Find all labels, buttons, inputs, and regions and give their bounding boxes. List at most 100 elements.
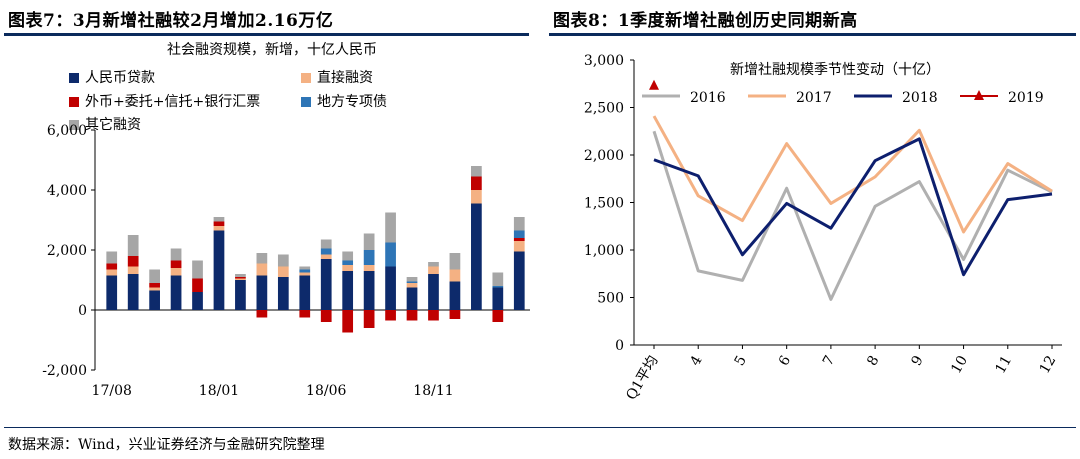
- bar-segment: [192, 292, 203, 310]
- bar-segment: [406, 310, 418, 321]
- bar-segment: [492, 310, 504, 322]
- right-y-tick-label: 3,000: [584, 53, 624, 69]
- series-line-2016: [652, 130, 1053, 301]
- bar-segment: [513, 238, 525, 241]
- bar-segment: [492, 287, 504, 310]
- bar-segment: [342, 265, 354, 271]
- bar-segment: [513, 217, 525, 231]
- bar-segment: [170, 248, 182, 261]
- legend-label-2017: 2017: [796, 90, 832, 106]
- bar-segment: [127, 235, 139, 256]
- bar-segment: [449, 281, 461, 310]
- bar-segment: [406, 277, 418, 282]
- left-x-tick-label: 18/01: [199, 383, 239, 399]
- bar-segment: [363, 265, 375, 271]
- bar-segment: [235, 277, 246, 279]
- bar-segment: [299, 266, 311, 270]
- bar-segment: [428, 266, 439, 274]
- left-figure-title: 图表7：3月新增社融较2月增加2.16万亿: [8, 11, 334, 31]
- bar-segment: [106, 269, 118, 276]
- bar-segment: [428, 274, 439, 310]
- left-plot-area: -2,000 0 2,000 4,000 6,000 17/08 18/01 18/06 18/…: [42, 123, 530, 399]
- legend-label-2018: 2018: [902, 90, 938, 106]
- right-y-tick-label: 0: [615, 338, 624, 354]
- right-x-tick-label: 9: [908, 353, 926, 369]
- bar-segment: [277, 277, 289, 310]
- bar-segment: [256, 275, 268, 310]
- right-figure-title: 图表8：1季度新增社融创历史同期新高: [553, 11, 858, 31]
- legend-swatch-direct-financing: [301, 73, 311, 83]
- bar-segment: [471, 190, 482, 204]
- bar-segment: [277, 266, 289, 277]
- bar-segment: [277, 254, 289, 267]
- right-x-tick-label: 4: [687, 353, 705, 369]
- bar-segment: [492, 272, 504, 286]
- bar-segment: [428, 262, 439, 267]
- bar-segment: [385, 242, 396, 267]
- bar-segment: [513, 230, 525, 238]
- bar-segment: [256, 263, 268, 276]
- left-legend: 人民币贷款 直接融资 外币+委托+信托+银行汇票 地方专项债 其它融资: [69, 69, 387, 133]
- bar-segment: [256, 310, 268, 318]
- bar-segment: [320, 259, 332, 310]
- bar-segment: [492, 286, 504, 288]
- bar-segment: [513, 251, 525, 310]
- bar-segment: [170, 268, 182, 276]
- bar-segment: [320, 248, 332, 255]
- left-y-tick-label: 6,000: [47, 123, 87, 139]
- bar-segment: [471, 166, 482, 177]
- bar-segment: [299, 272, 311, 276]
- bar-segment: [106, 275, 118, 310]
- bar-segment: [127, 266, 139, 274]
- bar-segment: [106, 251, 118, 264]
- bar-segment: [406, 287, 418, 310]
- bar-segment: [149, 269, 160, 283]
- legend-label-2019: 2019: [1008, 90, 1044, 106]
- bar-segment: [256, 253, 268, 264]
- left-x-tick-label: 18/11: [413, 383, 453, 399]
- left-chart-title: 社会融资规模，新增，十亿人民币: [167, 42, 377, 58]
- bar-segment: [471, 176, 482, 190]
- bar-segment: [235, 278, 246, 280]
- legend-label-local-special-bonds: 地方专项债: [317, 94, 387, 110]
- bar-segment: [363, 310, 375, 328]
- left-y-tick-label: 2,000: [47, 243, 87, 259]
- bar-segment: [363, 271, 375, 310]
- bar-segment: [471, 203, 482, 310]
- bar-segment: [170, 260, 182, 268]
- bar-segment: [127, 256, 139, 267]
- bar-segment: [299, 269, 311, 273]
- bar-segment: [149, 287, 160, 291]
- bar-segment: [406, 283, 418, 288]
- left-x-tick-label: 17/08: [92, 383, 132, 399]
- right-x-tick-label: 11: [992, 353, 1015, 376]
- bar-segment: [342, 251, 354, 261]
- bar-segment: [149, 290, 160, 310]
- left-y-tick-label: -2,000: [42, 363, 87, 379]
- legend-label-rmb-loans: 人民币贷款: [85, 70, 155, 86]
- right-x-tick-label: Q1平均: [623, 353, 661, 403]
- bar-segment: [299, 310, 311, 318]
- bar-segment: [406, 281, 418, 283]
- left-x-tick-label: 18/06: [306, 383, 346, 399]
- bar-segment: [385, 266, 396, 310]
- right-x-tick-label: 8: [864, 353, 882, 369]
- bar-segment: [299, 275, 311, 310]
- bar-segment: [149, 283, 160, 288]
- bar-segment: [213, 226, 225, 231]
- right-chart-title: 新增社融规模季节性变动（十亿）: [730, 62, 940, 78]
- bar-segment: [342, 260, 354, 265]
- bar-segment: [235, 280, 246, 310]
- legend-marker-2019: [974, 90, 984, 100]
- legend-label-fx-entrust-trust-bill: 外币+委托+信托+银行汇票: [85, 94, 260, 110]
- right-x-tick-label: 7: [820, 353, 838, 369]
- right-y-tick-label: 2,500: [584, 101, 624, 117]
- right-x-tick-label: 10: [948, 353, 971, 376]
- bar-segment: [170, 275, 182, 310]
- series-marker-2019: [649, 79, 659, 90]
- bar-segment: [192, 278, 203, 292]
- legend-label-2016: 2016: [690, 90, 726, 106]
- bar-segment: [213, 230, 225, 310]
- bar-segment: [320, 239, 332, 249]
